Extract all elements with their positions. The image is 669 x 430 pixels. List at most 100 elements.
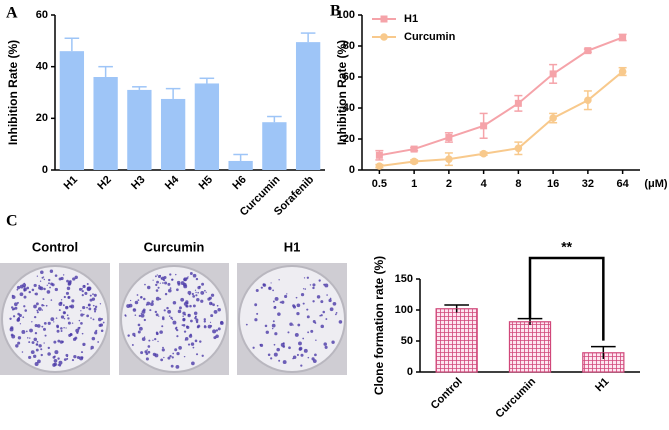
colony — [215, 329, 219, 332]
colony — [272, 300, 275, 303]
colony — [162, 346, 164, 349]
colony — [203, 318, 206, 321]
colony — [271, 327, 274, 330]
colony — [178, 346, 182, 350]
colony — [156, 274, 158, 276]
colony — [177, 309, 182, 314]
colony — [44, 334, 47, 337]
colony — [34, 324, 38, 328]
colony — [24, 309, 28, 312]
colony — [295, 296, 298, 299]
colony — [151, 300, 154, 303]
colony — [81, 288, 83, 290]
colony — [49, 269, 54, 273]
colony — [39, 280, 42, 282]
colony — [195, 277, 199, 281]
colony — [147, 345, 151, 348]
colony — [47, 352, 51, 356]
colony — [53, 321, 55, 323]
colony — [203, 289, 206, 292]
colony — [23, 289, 26, 292]
series-line — [379, 36, 623, 157]
colony — [168, 315, 171, 317]
y-tick-label: 40 — [343, 102, 355, 114]
colony — [302, 302, 305, 305]
y-tick-label: 80 — [343, 40, 355, 52]
colony — [310, 329, 314, 333]
colony — [292, 324, 294, 326]
colony — [54, 287, 58, 292]
colony — [167, 282, 171, 286]
colony — [43, 278, 45, 281]
marker — [514, 144, 523, 153]
legend-label: Curcumin — [404, 31, 456, 43]
colony — [34, 362, 39, 367]
colony — [66, 357, 69, 360]
colony — [33, 283, 37, 288]
colony — [306, 308, 309, 311]
colony — [43, 342, 45, 344]
colony — [154, 337, 157, 341]
colony — [82, 305, 86, 310]
bar — [160, 98, 186, 170]
colony — [80, 322, 83, 325]
colony — [141, 337, 146, 341]
colony — [156, 280, 159, 284]
colony — [200, 291, 205, 295]
colony — [259, 343, 264, 348]
colony — [82, 342, 86, 347]
colony — [180, 281, 185, 286]
colony — [338, 320, 343, 324]
colony — [9, 317, 12, 320]
colony — [29, 337, 31, 339]
colony — [203, 320, 206, 323]
y-tick-label: 20 — [36, 112, 48, 124]
colony — [157, 274, 161, 279]
colony — [328, 298, 332, 303]
colony — [36, 324, 41, 328]
colony — [11, 294, 14, 297]
colony — [57, 357, 60, 360]
colony — [155, 296, 160, 301]
colony — [183, 301, 188, 306]
colony — [289, 322, 293, 326]
colony — [62, 274, 65, 276]
colony — [335, 311, 338, 314]
colony — [73, 355, 77, 359]
colony — [296, 311, 300, 316]
colony — [260, 286, 263, 289]
colony — [303, 348, 308, 353]
colony — [160, 358, 164, 362]
colony — [195, 294, 198, 297]
colony — [303, 277, 306, 279]
x-tick-label: Control — [429, 376, 465, 412]
colony — [169, 273, 172, 276]
colony — [272, 320, 275, 323]
colony — [36, 275, 39, 277]
colony — [40, 270, 44, 275]
colony — [92, 318, 95, 321]
colony — [33, 315, 37, 319]
colony — [94, 305, 98, 309]
colony — [187, 343, 191, 346]
y-axis-label: Inhibition Rate (%) — [335, 40, 349, 145]
colony — [187, 313, 191, 318]
colony — [172, 352, 175, 355]
dish — [238, 265, 346, 373]
colony — [62, 304, 65, 307]
colony — [300, 293, 305, 297]
colony — [84, 291, 88, 295]
colony — [68, 280, 72, 283]
colony — [314, 353, 317, 357]
y-tick-label: 0 — [349, 164, 355, 176]
colony — [37, 359, 41, 364]
colony — [28, 355, 32, 360]
colony — [137, 330, 141, 334]
colony — [67, 317, 70, 320]
panel-label: A — [6, 5, 18, 22]
colony — [31, 341, 35, 345]
colony — [306, 276, 309, 279]
colony — [209, 301, 213, 306]
bar — [93, 77, 118, 170]
y-axis-label: Clone formation rate (%) — [372, 256, 386, 395]
